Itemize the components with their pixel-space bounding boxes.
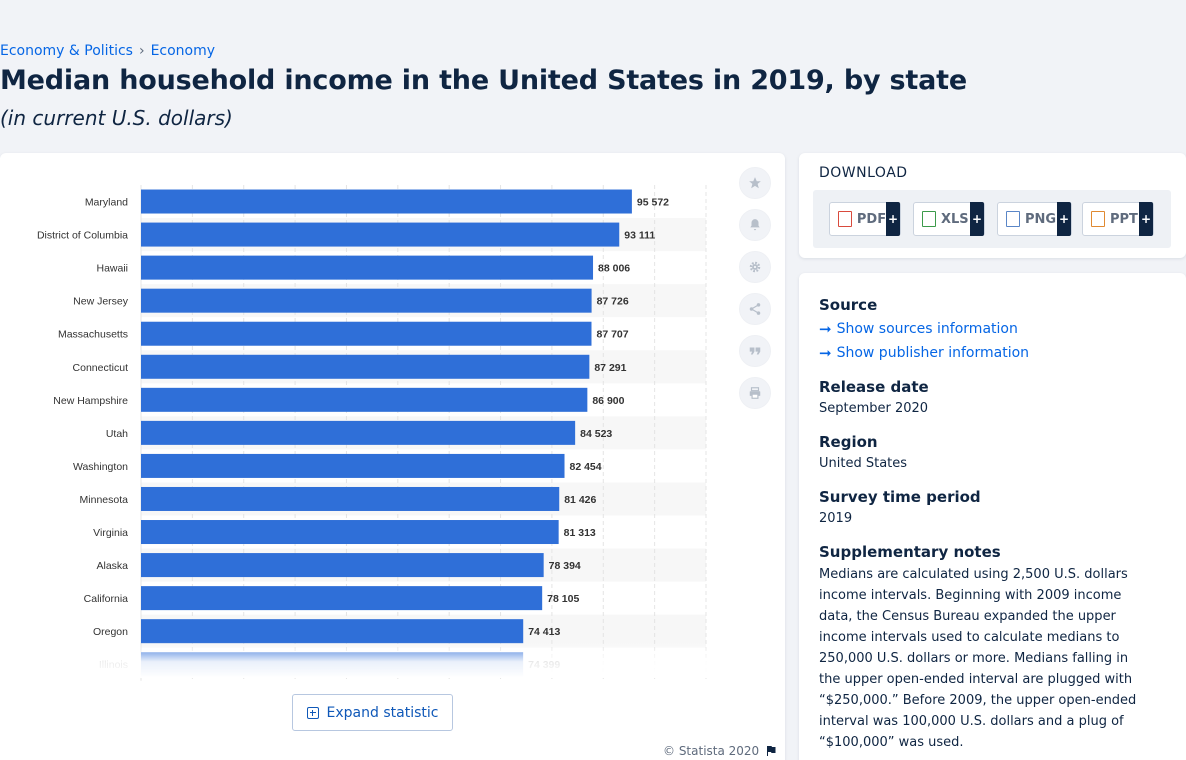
- region-label: Region: [819, 433, 878, 451]
- value-label: 87 707: [596, 329, 628, 341]
- value-label: 87 726: [597, 296, 629, 308]
- bar-chart: Maryland 95 572 District of Columbia 93 111…: [37, 185, 707, 681]
- supplementary-notes-label: Supplementary notes: [819, 543, 1001, 561]
- value-label: 84 523: [580, 428, 612, 440]
- category-label: Massachusetts: [58, 329, 128, 341]
- download-pdf-label: PDF: [856, 211, 887, 227]
- bar: [141, 222, 620, 247]
- bar: [141, 520, 559, 545]
- page-title: Median household income in the United St…: [0, 65, 967, 96]
- category-label: Washington: [73, 461, 128, 473]
- bar: [141, 420, 576, 445]
- release-date-value: September 2020: [819, 401, 929, 416]
- show-sources-link[interactable]: ➞ Show sources information: [819, 320, 1018, 338]
- copyright-text: © Statista 2020: [663, 744, 760, 758]
- ppt-file-icon: [1091, 211, 1105, 227]
- bar: [141, 288, 592, 313]
- chevron-right-icon: ›: [138, 43, 145, 59]
- download-png-label: PNG: [1025, 211, 1057, 227]
- bar: [141, 619, 524, 644]
- value-label: 74 413: [528, 626, 560, 638]
- plus-icon: +: [1139, 202, 1153, 236]
- value-label: 82 454: [570, 461, 602, 473]
- chart-actions: [739, 167, 771, 409]
- breadcrumb: Economy & Politics › Economy: [0, 43, 215, 59]
- category-label: Utah: [106, 428, 128, 440]
- category-label: Hawaii: [96, 263, 128, 275]
- region-value: United States: [819, 456, 908, 471]
- bell-icon[interactable]: [739, 209, 771, 241]
- plus-square-icon: [306, 706, 319, 719]
- value-label: 81 426: [564, 494, 596, 506]
- category-label: Alaska: [96, 560, 128, 572]
- show-sources-label: Show sources information: [836, 321, 1018, 337]
- category-label: California: [84, 593, 129, 605]
- info-card: Source ➞ Show sources information ➞ Show…: [799, 273, 1186, 760]
- expand-statistic-button[interactable]: Expand statistic: [292, 694, 453, 731]
- breadcrumb-economy[interactable]: Economy: [150, 43, 216, 59]
- value-label: 93 111: [624, 230, 655, 242]
- download-xls-label: XLS: [941, 211, 969, 227]
- show-publisher-link[interactable]: ➞ Show publisher information: [819, 344, 1029, 362]
- bar: [141, 553, 544, 578]
- survey-period-label: Survey time period: [819, 488, 981, 506]
- category-label: Virginia: [93, 527, 128, 539]
- arrow-right-icon: ➞: [819, 320, 832, 338]
- download-ppt-label: PPT: [1110, 211, 1138, 227]
- category-label: New Hampshire: [53, 395, 128, 407]
- download-card: DOWNLOAD PDF + XLS + PNG + PPT +: [799, 153, 1186, 258]
- release-date-label: Release date: [819, 378, 929, 396]
- show-publisher-label: Show publisher information: [836, 345, 1030, 361]
- xls-file-icon: [922, 211, 936, 227]
- copyright: © Statista 2020: [663, 744, 777, 758]
- category-label: Oregon: [93, 626, 128, 638]
- category-label: New Jersey: [73, 296, 129, 308]
- star-icon[interactable]: [739, 167, 771, 199]
- png-file-icon: [1006, 211, 1020, 227]
- survey-period-value: 2019: [819, 511, 853, 526]
- pdf-file-icon: [838, 211, 852, 227]
- value-label: 86 900: [592, 395, 624, 407]
- arrow-right-icon: ➞: [819, 344, 832, 362]
- download-title: DOWNLOAD: [819, 165, 908, 181]
- download-formats: PDF + XLS + PNG + PPT +: [813, 190, 1171, 248]
- download-xls-button[interactable]: XLS +: [913, 202, 985, 236]
- value-label: 87 291: [594, 362, 626, 374]
- supplementary-notes-value: Medians are calculated using 2,500 U.S. …: [819, 567, 1137, 750]
- category-label: Connecticut: [73, 362, 129, 374]
- value-label: 95 572: [637, 197, 669, 209]
- value-label: 78 105: [547, 593, 579, 605]
- bar: [141, 255, 594, 280]
- bar: [141, 189, 632, 214]
- category-label: Maryland: [85, 197, 128, 209]
- quote-icon[interactable]: [739, 335, 771, 367]
- breadcrumb-economy-politics[interactable]: Economy & Politics: [0, 43, 133, 59]
- download-png-button[interactable]: PNG +: [997, 202, 1072, 236]
- plus-icon: +: [886, 202, 900, 236]
- plus-icon: +: [970, 202, 984, 236]
- share-icon[interactable]: [739, 293, 771, 325]
- bar: [141, 387, 588, 412]
- source-label: Source: [819, 296, 878, 314]
- print-icon[interactable]: [739, 377, 771, 409]
- category-label: Minnesota: [80, 494, 129, 506]
- bar: [141, 486, 560, 511]
- bar: [141, 321, 592, 346]
- top-band: [0, 0, 1186, 40]
- value-label: 81 313: [564, 527, 596, 539]
- download-pdf-button[interactable]: PDF +: [829, 202, 901, 236]
- chart-fade-overlay: [0, 642, 760, 678]
- page-subtitle: (in current U.S. dollars): [0, 106, 233, 130]
- bar: [141, 453, 565, 478]
- bar: [141, 354, 590, 379]
- bar: [141, 586, 543, 611]
- expand-statistic-label: Expand statistic: [326, 704, 439, 721]
- value-label: 78 394: [549, 560, 581, 572]
- gear-icon[interactable]: [739, 251, 771, 283]
- plus-icon: +: [1057, 202, 1071, 236]
- value-label: 88 006: [598, 263, 630, 275]
- flag-icon[interactable]: [765, 745, 777, 757]
- category-label: District of Columbia: [37, 230, 128, 242]
- download-ppt-button[interactable]: PPT +: [1082, 202, 1154, 236]
